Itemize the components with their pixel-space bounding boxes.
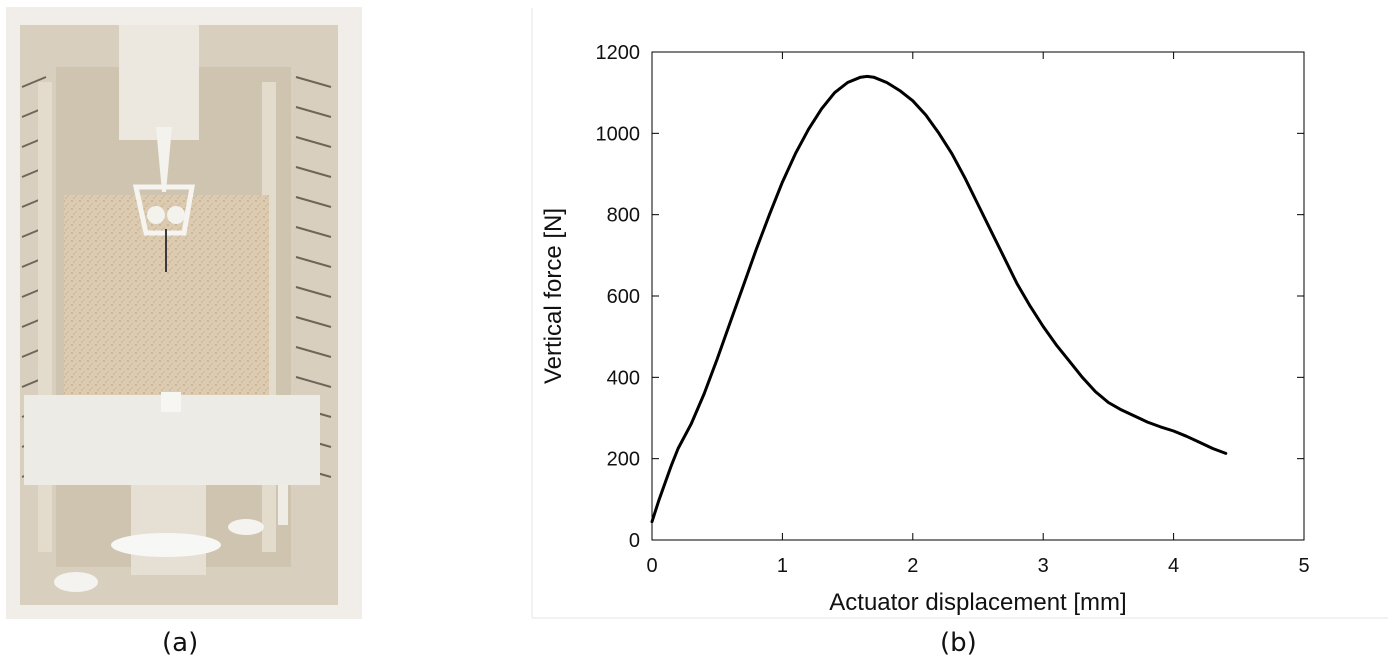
y-axis-ticks: 0 200 400 600 800 1000 1200 (596, 42, 1304, 552)
caption-a: (a) (162, 628, 199, 658)
y-axis-label: Vertical force [N] (540, 208, 567, 384)
y-tick-label: 0 (629, 530, 640, 552)
x-tick-label: 0 (646, 555, 657, 577)
x-tick-label: 2 (907, 555, 918, 577)
caption-b: (b) (940, 628, 977, 658)
x-tick-label: 4 (1168, 555, 1179, 577)
furnace-photo (6, 7, 362, 619)
plot-area-frame (651, 51, 1305, 541)
y-tick-label: 200 (607, 449, 640, 471)
y-tick-label: 1000 (596, 123, 641, 145)
y-tick-label: 400 (607, 367, 640, 389)
x-axis-label: Actuator displacement [mm] (829, 589, 1126, 616)
x-tick-label: 5 (1298, 555, 1309, 577)
y-tick-label: 800 (607, 205, 640, 227)
x-tick-label: 3 (1038, 555, 1049, 577)
y-tick-label: 1200 (596, 42, 641, 64)
y-tick-label: 600 (607, 286, 640, 308)
x-tick-label: 1 (777, 555, 788, 577)
series-line (650, 74, 1228, 524)
x-axis-ticks: 0 1 2 3 4 5 (646, 52, 1310, 577)
